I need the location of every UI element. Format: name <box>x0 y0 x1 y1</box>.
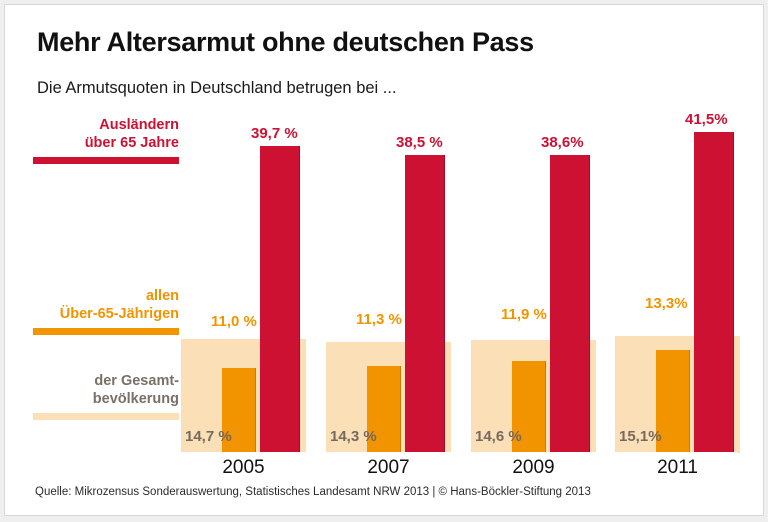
value-label-total-2007: 14,3 % <box>330 428 377 445</box>
bar-group-2007: 14,3 % 11,3 % 38,5 % <box>326 105 451 453</box>
value-label-total-2005: 14,7 % <box>185 428 232 445</box>
legend-swatch-gesamtbevoelkerung <box>33 413 179 421</box>
legend-label-ueber65-line2: Über-65-Jährigen <box>59 305 179 322</box>
bar-over65-2011 <box>656 350 690 453</box>
legend-swatch-auslaender <box>33 157 179 165</box>
legend-label-gesamt-line2: bevölkerung <box>92 390 179 407</box>
x-tick-label-2007: 2007 <box>367 457 410 478</box>
legend-label-gesamt-line1: der Gesamt- <box>94 373 179 389</box>
bar-foreign-2011 <box>694 132 734 453</box>
bar-over65-2005 <box>222 367 256 453</box>
bar-group-2005: 14,7 % 11,0 % 39,7 % <box>181 105 306 453</box>
x-tick-label-2005: 2005 <box>222 457 265 478</box>
value-label-over65-2005: 11,0 % <box>211 312 257 330</box>
bar-group-2009: 14,6 % 11,9 % 38,6% <box>471 105 596 453</box>
value-label-foreign-2007: 38,5 % <box>396 134 443 152</box>
legend-item-ueber65: allen Über-65-Jährigen <box>33 288 179 336</box>
legend-label-auslaender: Ausländern über 65 Jahre <box>33 117 179 152</box>
x-tick-label-2009: 2009 <box>512 457 555 478</box>
bar-foreign-2005 <box>260 146 300 453</box>
legend-label-gesamtbevoelkerung: der Gesamt- bevölkerung <box>33 373 179 408</box>
bar-foreign-2007 <box>405 155 445 453</box>
legend-item-auslaender: Ausländern über 65 Jahre <box>33 117 179 165</box>
chart-card: Mehr Altersarmut ohne deutschen Pass Die… <box>4 4 764 516</box>
chart-subtitle: Die Armutsquoten in Deutschland betrugen… <box>37 79 397 97</box>
page-title: Mehr Altersarmut ohne deutschen Pass <box>37 27 534 57</box>
legend-label-auslaender-line1: Ausländern <box>99 117 179 133</box>
legend-label-auslaender-line2: über 65 Jahre <box>84 134 179 151</box>
bar-over65-2007 <box>367 365 401 453</box>
value-label-total-2011: 15,1% <box>619 428 662 445</box>
value-label-total-2009: 14,6 % <box>475 428 522 445</box>
bar-foreign-2009 <box>550 154 590 453</box>
x-tick-label-2011: 2011 <box>657 457 698 478</box>
value-label-foreign-2009: 38,6% <box>541 133 584 151</box>
value-label-foreign-2005: 39,7 % <box>251 125 298 142</box>
axis-baseline <box>181 452 737 453</box>
source-note: Quelle: Mikrozensus Sonderauswertung, St… <box>35 486 591 498</box>
value-label-over65-2007: 11,3 % <box>356 310 402 328</box>
value-label-over65-2011: 13,3% <box>645 295 688 313</box>
legend-item-gesamtbevoelkerung: der Gesamt- bevölkerung <box>33 373 179 421</box>
value-label-foreign-2011: 41,5% <box>685 111 728 129</box>
legend-swatch-ueber65 <box>33 328 179 336</box>
chart-plot-area: 14,7 % 11,0 % 39,7 % 14,3 % 11,3 % 38,5 … <box>181 105 740 453</box>
legend-label-ueber65-line1: allen <box>145 288 179 304</box>
value-label-over65-2009: 11,9 % <box>501 305 547 323</box>
legend-label-ueber65: allen Über-65-Jährigen <box>33 288 179 323</box>
bar-group-2011: 15,1% 13,3% 41,5% <box>615 105 740 453</box>
bar-over65-2009 <box>512 360 546 453</box>
